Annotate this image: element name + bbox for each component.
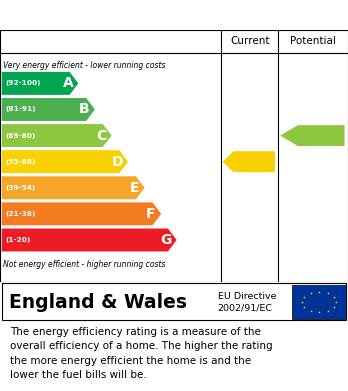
Polygon shape <box>2 124 111 147</box>
Polygon shape <box>280 125 345 146</box>
Text: Potential: Potential <box>290 36 336 47</box>
Text: EU Directive
2002/91/EC: EU Directive 2002/91/EC <box>218 292 276 312</box>
Text: B: B <box>79 102 90 117</box>
Text: 62: 62 <box>242 155 261 169</box>
Polygon shape <box>2 176 145 199</box>
Text: D: D <box>112 155 123 169</box>
Text: Not energy efficient - higher running costs: Not energy efficient - higher running co… <box>3 260 166 269</box>
Text: A: A <box>63 76 73 90</box>
Text: Very energy efficient - lower running costs: Very energy efficient - lower running co… <box>3 61 166 70</box>
Text: Energy Efficiency Rating: Energy Efficiency Rating <box>10 6 258 24</box>
Text: (39-54): (39-54) <box>6 185 36 191</box>
Text: (21-38): (21-38) <box>6 211 36 217</box>
Text: E: E <box>129 181 139 195</box>
Text: F: F <box>146 207 156 221</box>
Text: (55-68): (55-68) <box>6 159 36 165</box>
Text: England & Wales: England & Wales <box>9 292 187 312</box>
Text: (1-20): (1-20) <box>6 237 31 243</box>
Text: 78: 78 <box>304 129 324 143</box>
Text: G: G <box>160 233 172 247</box>
Polygon shape <box>2 72 78 95</box>
Text: (92-100): (92-100) <box>6 81 41 86</box>
Text: The energy efficiency rating is a measure of the
overall efficiency of a home. T: The energy efficiency rating is a measur… <box>10 327 273 380</box>
Text: (81-91): (81-91) <box>6 106 36 113</box>
Polygon shape <box>2 228 177 251</box>
Polygon shape <box>223 151 275 172</box>
Bar <box>292 285 346 319</box>
Text: (69-80): (69-80) <box>6 133 36 138</box>
Text: C: C <box>96 129 106 143</box>
Polygon shape <box>2 98 95 121</box>
Polygon shape <box>2 150 128 173</box>
Polygon shape <box>2 203 161 225</box>
Text: Current: Current <box>230 36 269 47</box>
